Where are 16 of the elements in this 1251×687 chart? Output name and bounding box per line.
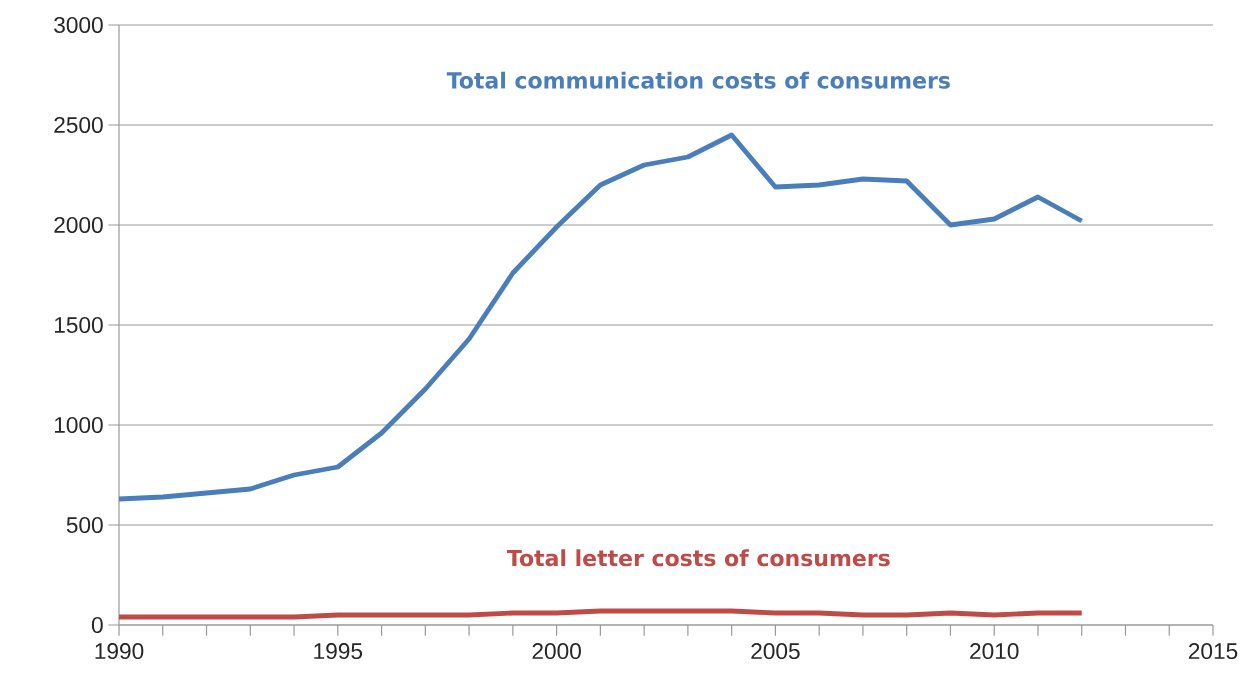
x-tick-label: 2015 [1188,643,1238,660]
x-tick-label: 2000 [532,643,581,660]
y-tick-label: 3000 [54,16,103,34]
y-tick-label: 2500 [54,116,103,134]
text: Total communication costs of consumers [446,71,950,89]
text: Total letter costs of consumers [506,549,890,567]
y-tick-label: 0 [91,616,103,634]
y-tick-label: 500 [66,516,103,534]
x-tick-label: 1995 [314,643,363,660]
y-tick-label: 2000 [54,216,103,234]
y-tick-label: 1000 [54,416,103,434]
x-tick-label: 1990 [95,643,144,660]
x-tick-label: 2010 [970,643,1019,660]
line-series [116,132,1085,502]
y-tick-label: 1500 [54,316,103,334]
x-tick-label: 2005 [751,643,800,660]
